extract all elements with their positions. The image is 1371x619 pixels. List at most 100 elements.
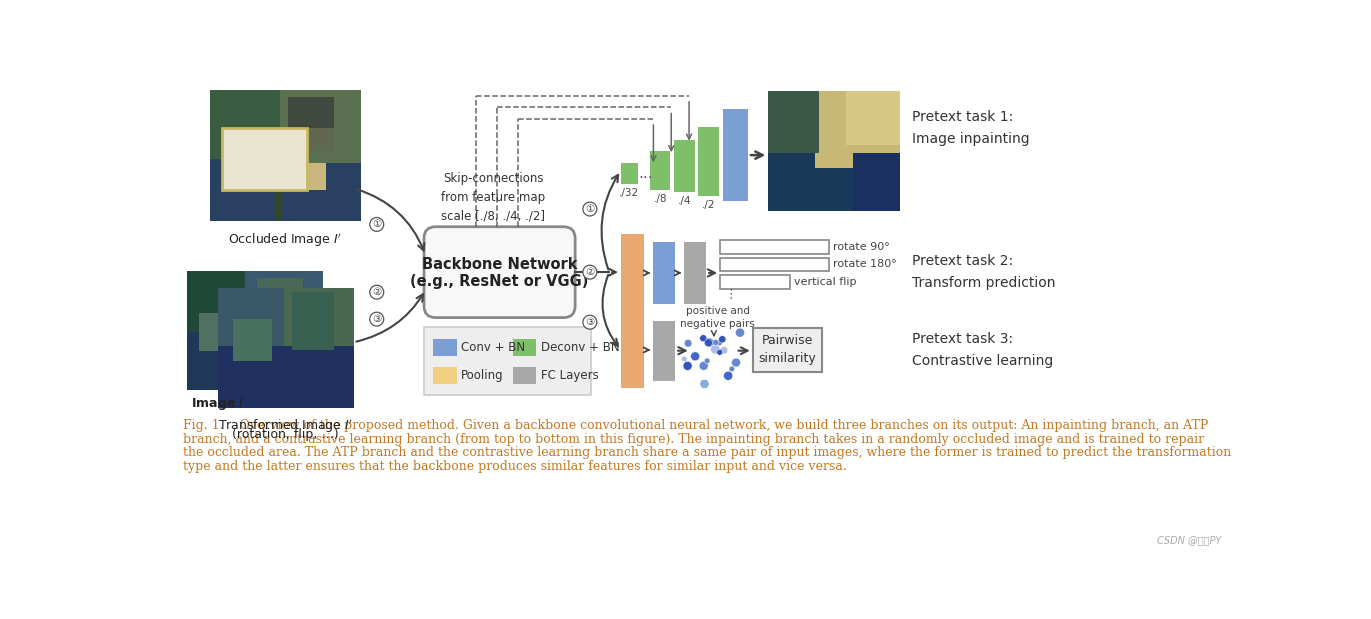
Bar xyxy=(684,242,706,304)
Circle shape xyxy=(681,356,687,361)
Bar xyxy=(295,128,335,151)
Text: Image $I$: Image $I$ xyxy=(191,396,244,412)
Bar xyxy=(433,367,457,384)
Bar xyxy=(233,319,271,361)
Bar xyxy=(186,271,250,390)
Bar xyxy=(675,140,695,192)
Bar xyxy=(288,97,335,128)
Bar xyxy=(276,151,282,220)
Text: CSDN @中文PY: CSDN @中文PY xyxy=(1157,535,1222,545)
Circle shape xyxy=(583,265,596,279)
Bar xyxy=(218,288,354,408)
Bar xyxy=(186,332,322,390)
Bar xyxy=(621,163,638,184)
Bar xyxy=(218,288,288,408)
Circle shape xyxy=(705,339,713,347)
Bar xyxy=(768,91,818,153)
Text: Occluded Image $I'$: Occluded Image $I'$ xyxy=(229,232,343,249)
Bar xyxy=(814,91,899,168)
Bar xyxy=(654,242,675,304)
Bar xyxy=(245,271,322,390)
Circle shape xyxy=(370,285,384,299)
Text: Fig. 1.    Overview of the proposed method. Given a backbone convolutional neura: Fig. 1. Overview of the proposed method.… xyxy=(182,419,1208,432)
Text: Conv + BN: Conv + BN xyxy=(461,341,525,354)
Circle shape xyxy=(729,366,735,372)
Text: (rotation, flip, …): (rotation, flip, …) xyxy=(232,428,339,441)
Circle shape xyxy=(724,371,732,380)
Text: FC Layers: FC Layers xyxy=(542,369,599,382)
Text: vertical flip: vertical flip xyxy=(794,277,857,287)
Bar xyxy=(768,137,899,210)
Bar xyxy=(199,313,241,352)
Circle shape xyxy=(720,347,728,354)
Circle shape xyxy=(370,312,384,326)
Circle shape xyxy=(699,361,709,370)
Bar xyxy=(753,327,823,372)
Bar xyxy=(621,235,644,311)
Bar xyxy=(621,311,644,389)
Text: Deconv + BN: Deconv + BN xyxy=(542,341,620,354)
Bar xyxy=(210,159,361,220)
Circle shape xyxy=(735,328,744,337)
Text: Pooling: Pooling xyxy=(461,369,505,382)
Text: type and the latter ensures that the backbone produces similar features for simi: type and the latter ensures that the bac… xyxy=(182,460,847,473)
Bar xyxy=(256,279,303,340)
Bar xyxy=(698,127,718,196)
Text: Skip-connections
from feature map
scale [./8, ./4, ./2]: Skip-connections from feature map scale … xyxy=(441,173,546,222)
Circle shape xyxy=(718,335,725,343)
Bar xyxy=(280,90,361,163)
Text: ./8: ./8 xyxy=(654,194,668,204)
Bar xyxy=(292,292,335,350)
Circle shape xyxy=(705,338,713,347)
Circle shape xyxy=(713,339,718,345)
Circle shape xyxy=(691,352,699,361)
Text: Pretext task 2:
Transform prediction: Pretext task 2: Transform prediction xyxy=(912,254,1056,290)
Text: positive and
negative pairs: positive and negative pairs xyxy=(680,306,755,329)
Bar xyxy=(723,109,749,201)
Bar xyxy=(720,240,828,254)
Text: rotate 90°: rotate 90° xyxy=(834,242,890,252)
Bar xyxy=(853,153,899,210)
Text: Pretext task 1:
Image inpainting: Pretext task 1: Image inpainting xyxy=(912,110,1030,146)
Bar xyxy=(654,321,675,381)
Circle shape xyxy=(717,340,723,345)
Text: ①: ① xyxy=(585,204,595,214)
Text: ③: ③ xyxy=(372,314,381,324)
Text: (e.g., ResNet or VGG): (e.g., ResNet or VGG) xyxy=(410,274,588,289)
Text: ./4: ./4 xyxy=(677,196,691,206)
Bar xyxy=(513,339,536,356)
Circle shape xyxy=(583,315,596,329)
Text: Pairwise
similarity: Pairwise similarity xyxy=(758,334,816,365)
Bar xyxy=(222,128,307,190)
Bar xyxy=(433,339,457,356)
Circle shape xyxy=(684,339,692,347)
Bar xyxy=(720,275,790,289)
Bar xyxy=(424,327,591,394)
Text: ③: ③ xyxy=(585,317,595,327)
Text: ①: ① xyxy=(372,219,381,230)
Bar xyxy=(846,91,899,145)
Bar xyxy=(210,90,361,220)
Text: Pretext task 3:
Contrastive learning: Pretext task 3: Contrastive learning xyxy=(912,332,1053,368)
Text: the occluded area. The ATP branch and the contrastive learning branch share a sa: the occluded area. The ATP branch and th… xyxy=(182,446,1231,459)
Bar xyxy=(284,288,354,408)
Text: ⋮: ⋮ xyxy=(724,288,736,301)
Text: ./2: ./2 xyxy=(702,200,716,210)
Bar xyxy=(650,151,670,190)
Bar xyxy=(513,367,536,384)
Circle shape xyxy=(683,361,692,370)
Text: ./32: ./32 xyxy=(620,188,639,198)
Text: ②: ② xyxy=(585,267,595,277)
Circle shape xyxy=(583,202,596,216)
Circle shape xyxy=(732,358,740,367)
Circle shape xyxy=(710,345,720,354)
Circle shape xyxy=(699,335,707,342)
Bar xyxy=(768,91,899,210)
Circle shape xyxy=(717,349,723,355)
Text: Backbone Network: Backbone Network xyxy=(422,257,577,272)
Text: Transformed Image $I'$: Transformed Image $I'$ xyxy=(218,418,352,435)
Text: rotate 180°: rotate 180° xyxy=(834,259,897,269)
Bar xyxy=(271,336,307,374)
Circle shape xyxy=(701,379,709,388)
Circle shape xyxy=(370,217,384,232)
